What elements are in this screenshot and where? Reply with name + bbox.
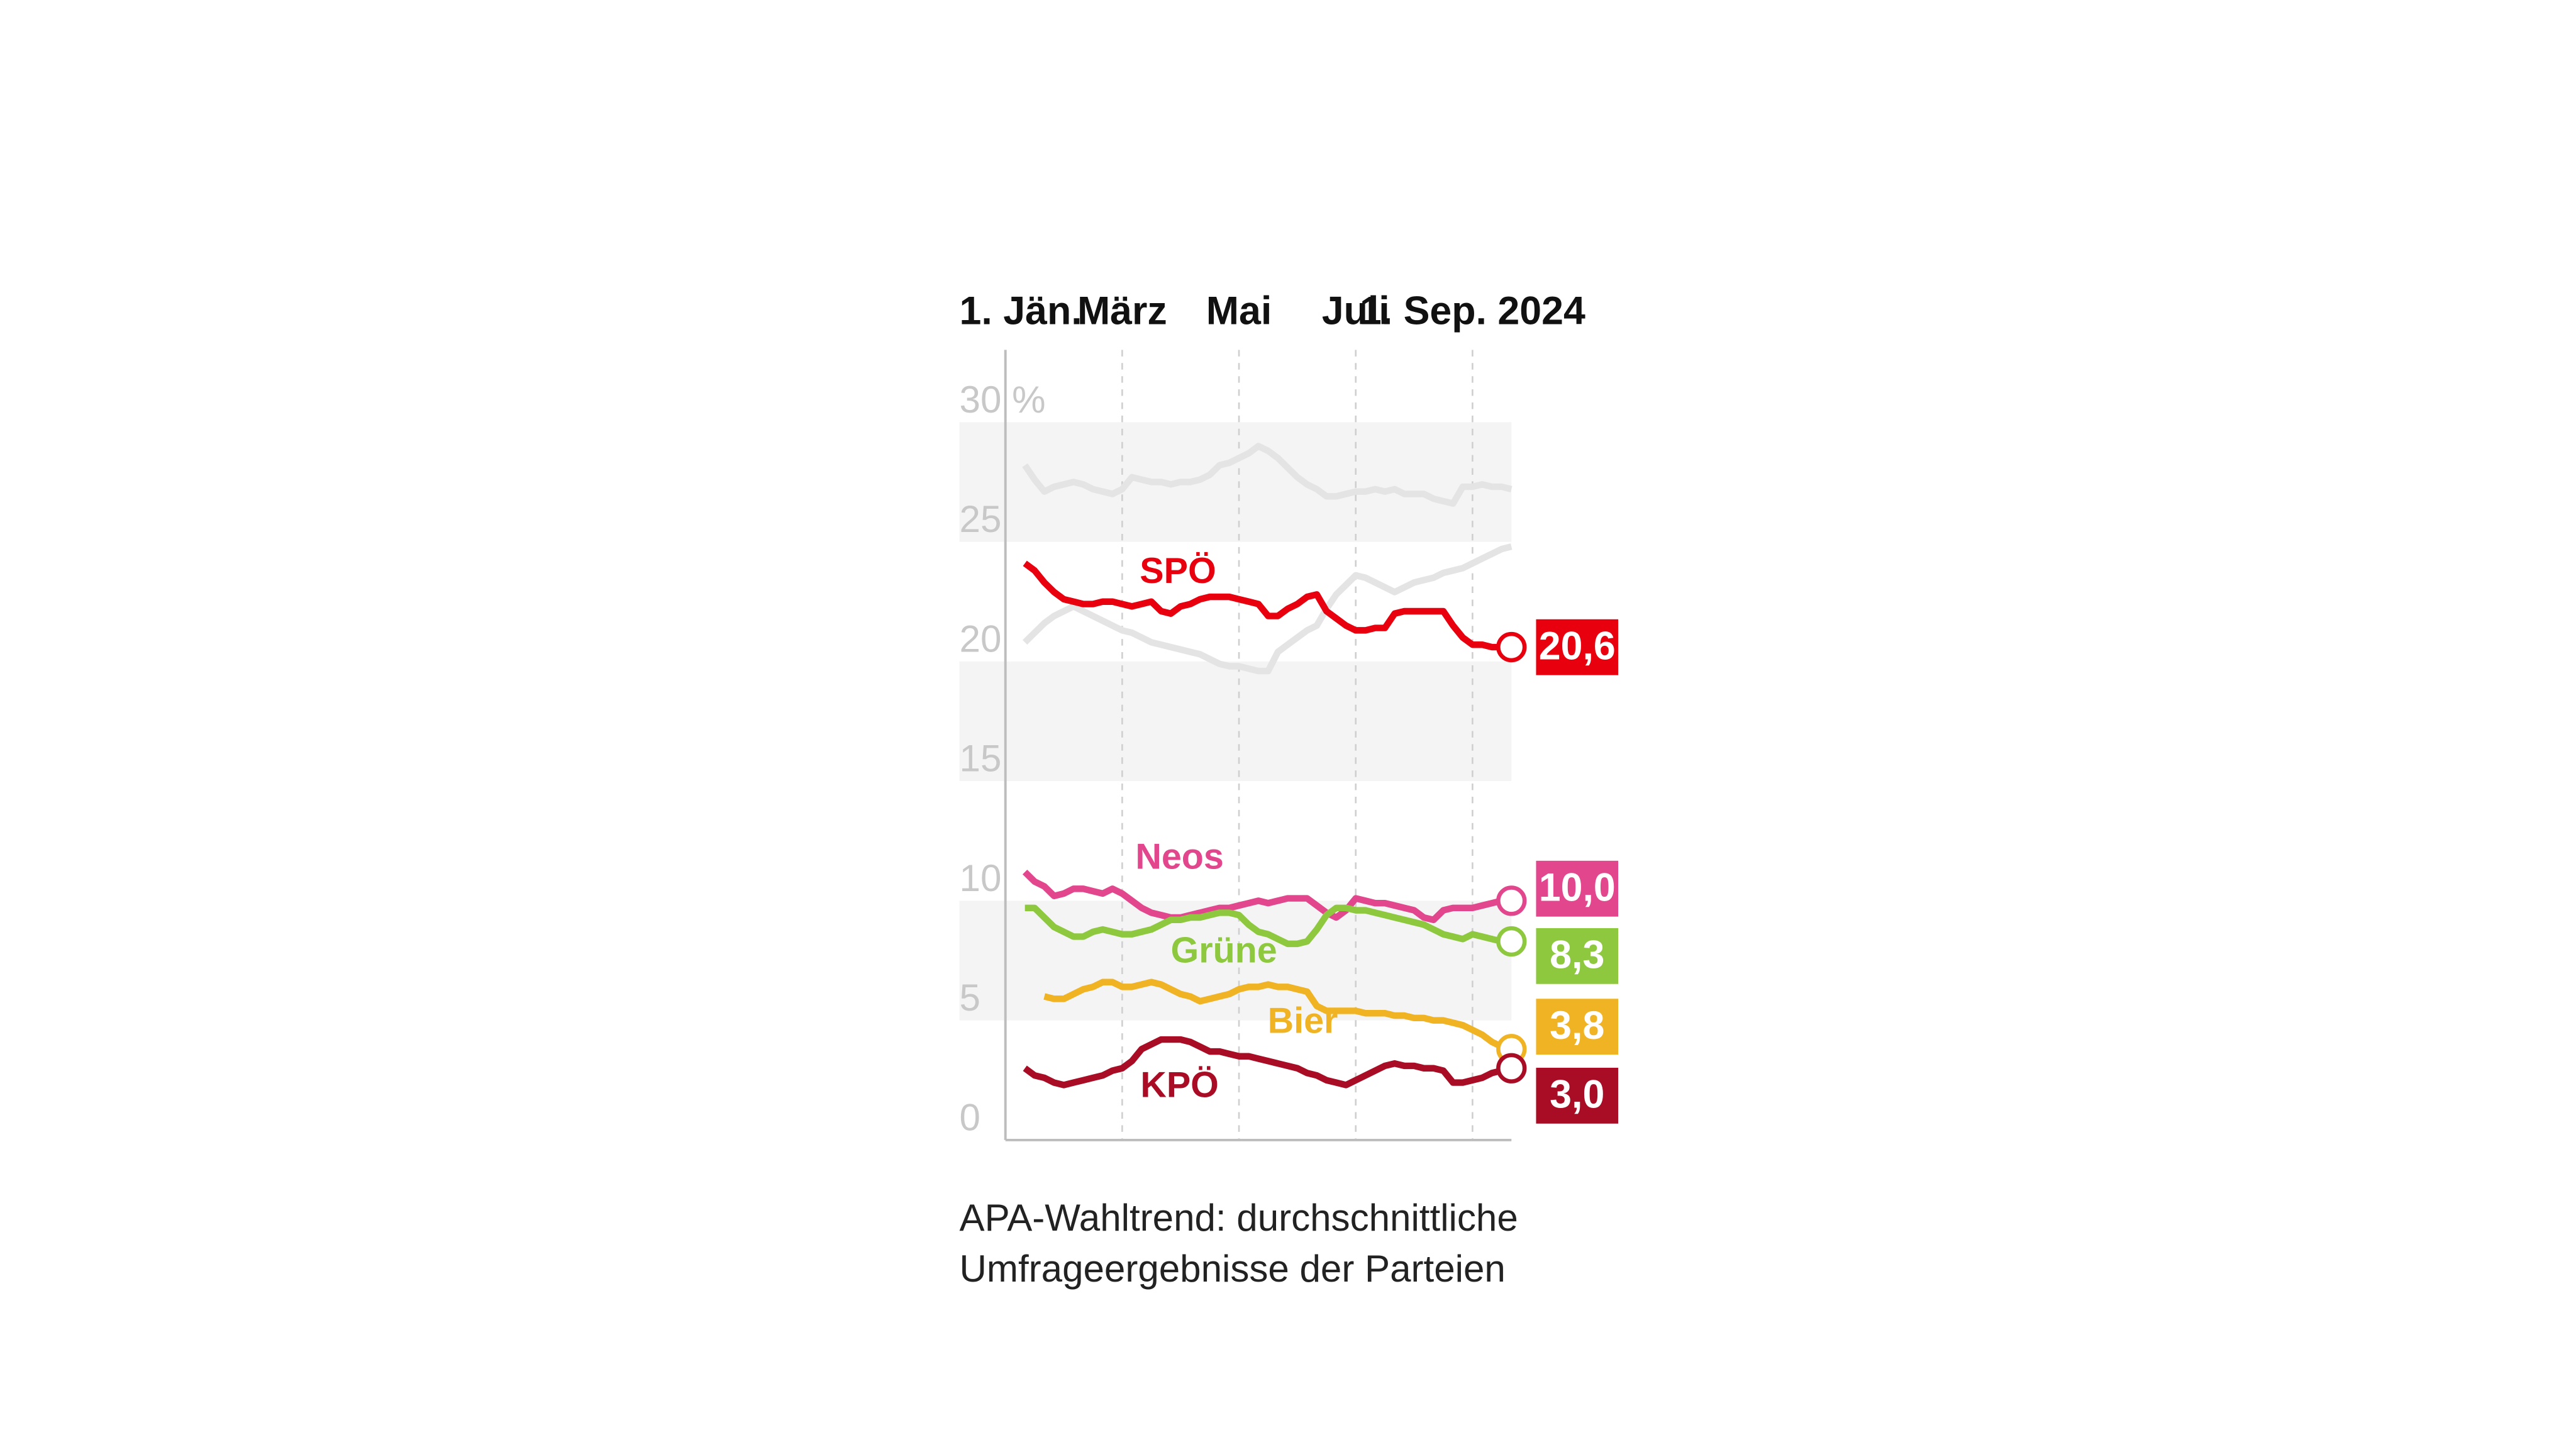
series-line [1022, 869, 1512, 924]
caption-line: APA-Wahltrend: durchschnittliche [960, 1197, 1518, 1239]
end-marker [1496, 885, 1527, 916]
x-tick-label: März [1077, 289, 1167, 333]
end-marker [1496, 926, 1527, 957]
value-box [1536, 619, 1619, 675]
end-marker [1496, 631, 1527, 663]
y-tick-label: 15 [960, 738, 1002, 780]
series-label: Neos [1135, 836, 1224, 877]
value-label: 20,6 [1539, 624, 1616, 668]
y-tick-label: 5 [960, 977, 980, 1019]
series-line [1043, 978, 1513, 1053]
x-tick-label: Mai [1206, 289, 1272, 333]
value-label: 3,0 [1550, 1073, 1604, 1117]
series-label: SPÖ [1140, 551, 1216, 591]
series-line [1023, 1036, 1513, 1089]
y-tick-label: 30 % [960, 379, 1046, 421]
x-tick-label: 1. Jän. [960, 289, 1082, 333]
grid-band [959, 422, 1512, 542]
series-label: Bier [1268, 1001, 1338, 1041]
x-tick-label: Juli [1322, 289, 1390, 333]
value-label: 10,0 [1539, 865, 1616, 909]
series-line [1022, 543, 1513, 675]
grid-band [959, 661, 1512, 782]
series-label: Grüne [1171, 930, 1277, 970]
series-label: KPÖ [1140, 1065, 1219, 1105]
y-tick-label: 0 [960, 1096, 980, 1138]
series-line [1022, 443, 1513, 507]
x-tick-label: 1. Sep. 2024 [1360, 289, 1585, 333]
series-line [1024, 904, 1512, 948]
value-label: 8,3 [1550, 933, 1604, 977]
caption-line: Umfrageergebnisse der Parteien [960, 1248, 1506, 1290]
y-tick-label: 20 [960, 618, 1002, 660]
series-line [1023, 560, 1512, 651]
value-label: 3,8 [1550, 1004, 1604, 1048]
y-tick-label: 25 [960, 498, 1002, 540]
value-box [1536, 928, 1619, 984]
end-marker [1496, 1053, 1527, 1083]
value-box [1536, 860, 1619, 917]
y-tick-label: 10 [960, 857, 1002, 899]
value-box [1536, 999, 1619, 1055]
value-box [1536, 1067, 1619, 1124]
